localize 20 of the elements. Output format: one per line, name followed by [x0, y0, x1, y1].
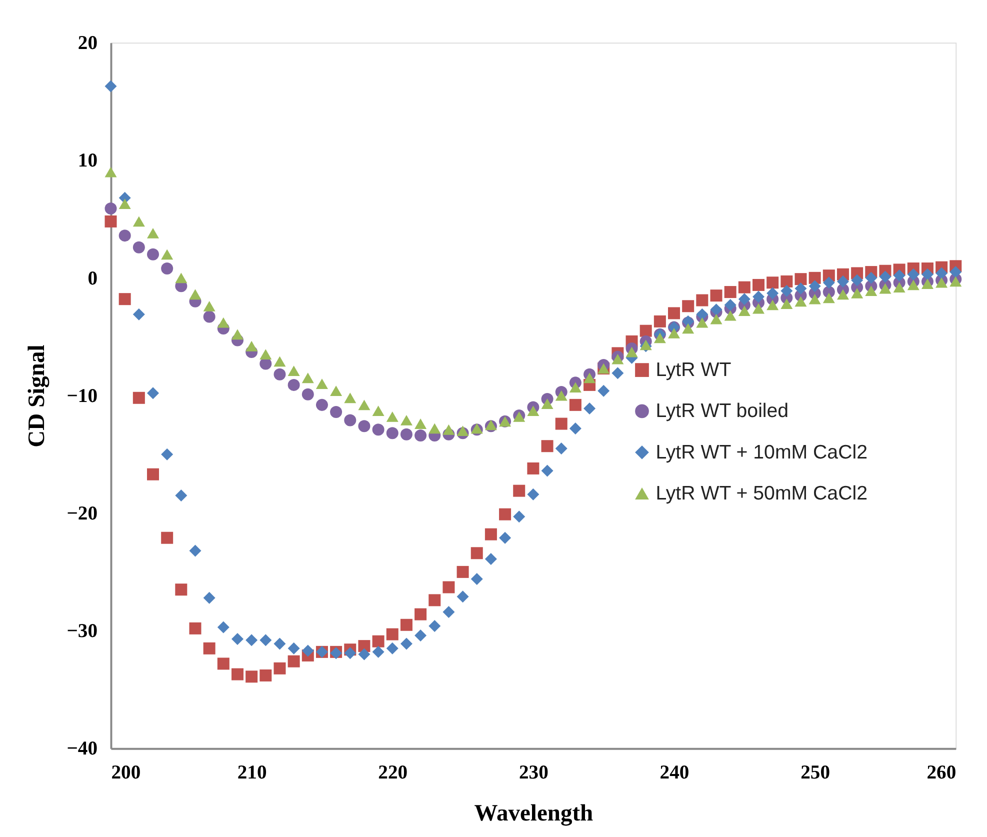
x-tick-label: 250 — [800, 762, 830, 784]
x-tick-label: 230 — [518, 762, 549, 784]
y-tick-label: −10 — [66, 386, 98, 407]
x-axis-title: Wavelength — [474, 800, 594, 826]
y-tick-label: −20 — [66, 504, 98, 525]
x-tick-label: 260 — [926, 762, 956, 784]
x-tick-label: 220 — [378, 762, 408, 784]
x-tick-label: 200 — [111, 762, 141, 784]
y-tick-label: 10 — [78, 150, 98, 172]
y-tick-label: 20 — [78, 33, 98, 54]
legend-label: LytR WT boiled — [656, 400, 789, 422]
y-tick-label: 0 — [88, 268, 98, 290]
legend-label: LytR WT + 50mM CaCl2 — [656, 482, 868, 504]
y-axis-title: CD Signal — [24, 344, 50, 448]
legend-label: LytR WT + 10mM CaCl2 — [656, 441, 868, 464]
legend-label: LytR WT — [656, 358, 732, 381]
x-tick-label: 210 — [237, 762, 267, 784]
x-tick-label: 240 — [660, 762, 690, 784]
y-tick-label: −30 — [66, 621, 98, 642]
y-tick-label: −40 — [66, 738, 98, 760]
